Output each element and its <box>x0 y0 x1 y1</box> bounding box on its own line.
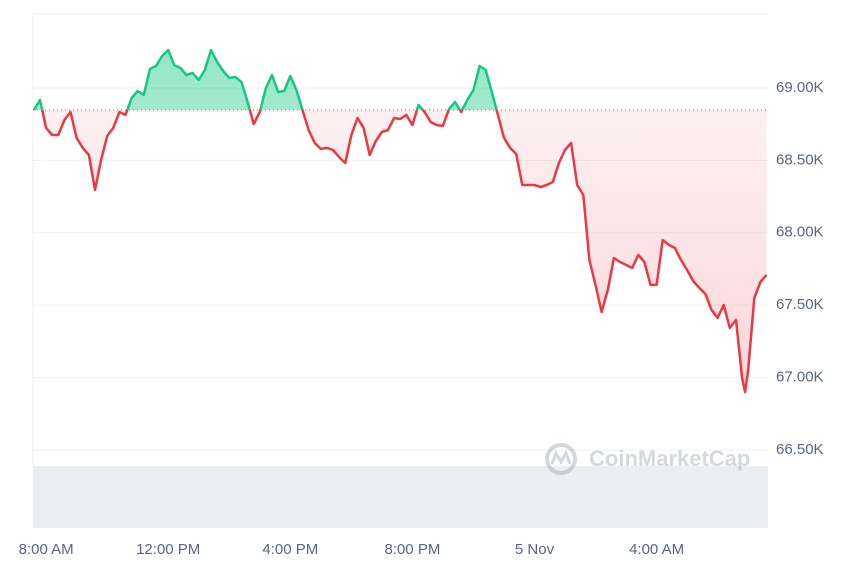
y-tick-label: 67.00K <box>776 369 824 386</box>
plot <box>32 48 768 394</box>
x-tick-label: 5 Nov <box>515 541 555 558</box>
line-up <box>32 48 498 110</box>
x-tick-label: 12:00 PM <box>136 541 200 558</box>
x-tick-label: 8:00 PM <box>384 541 440 558</box>
watermark: CoinMarketCap <box>545 443 750 475</box>
area-up <box>33 50 497 110</box>
volume-backdrop <box>33 466 768 528</box>
y-tick-label: 69.00K <box>776 79 824 96</box>
line-down <box>33 109 768 394</box>
x-tick-label: 8:00 AM <box>19 541 74 558</box>
x-tick-label: 4:00 AM <box>629 541 684 558</box>
y-tick-label: 68.50K <box>776 151 824 168</box>
y-tick-label: 68.00K <box>776 224 824 241</box>
watermark-logo <box>545 443 577 475</box>
area-down <box>33 109 767 392</box>
watermark-text: CoinMarketCap <box>589 446 750 471</box>
y-tick-label: 67.50K <box>776 296 824 313</box>
watermark-logo <box>550 449 572 466</box>
x-tick-label: 4:00 PM <box>262 541 318 558</box>
y-tick-label: 66.50K <box>776 441 824 458</box>
